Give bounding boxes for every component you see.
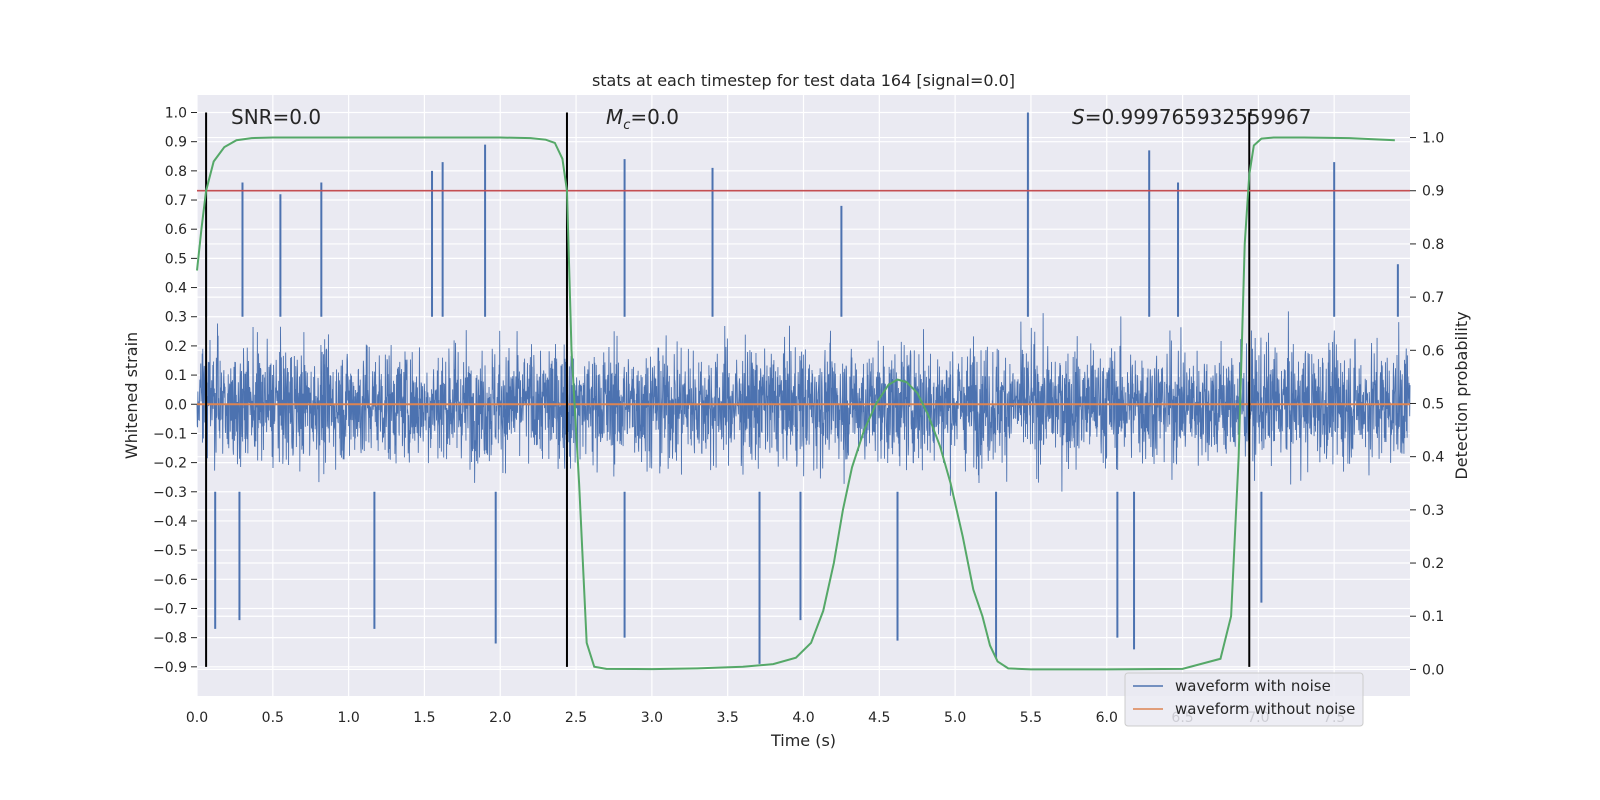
overlay-lines [196,112,1410,671]
x-tick-label: 3.5 [717,710,739,726]
detection-probability-line [196,136,1395,671]
y-axis-label-right: Detection probability [1452,311,1471,479]
legend-box [1124,672,1364,727]
noise-waveform-series [196,112,1411,664]
y-tick-label-left: −0.9 [153,660,187,676]
y-tick-label-left: −0.8 [153,631,187,647]
s-symbol: S [1072,105,1085,129]
s-value: =0.999765932559967 [1085,105,1312,129]
y-tick-label-left: 0.2 [165,339,187,355]
snr-annotation: SNR=0.0 [231,105,321,129]
y-tick-label-left: 0.3 [165,310,187,326]
chirp-mass-annotation: Mc=0.0 [606,105,679,133]
x-tick-label: 3.0 [641,710,663,726]
y-tick-label-right: 0.3 [1422,503,1444,519]
y-tick-label-right: 0.2 [1422,556,1444,572]
y-tick-label-left: −0.3 [153,485,187,501]
y-tick-label-right: 0.5 [1422,396,1444,412]
y-tick-label-left: 0.9 [165,135,187,151]
score-annotation: S=0.999765932559967 [1072,105,1311,129]
y-tick-label-left: −0.4 [153,514,187,530]
x-tick-label: 1.0 [337,710,359,726]
x-tick-label: 0.5 [262,710,284,726]
y-tick-label-left: 0.4 [165,281,187,297]
chart-title: stats at each timestep for test data 164… [592,71,1015,90]
y-tick-label-left: 0.8 [165,164,187,180]
y-tick-label-left: 0.0 [165,397,187,413]
y-tick-label-right: 0.7 [1422,290,1444,306]
y-tick-label-right: 0.9 [1422,184,1444,200]
y-tick-label-left: 0.5 [165,251,187,267]
y-tick-label-left: −0.7 [153,601,187,617]
y-tick-label-right: 0.6 [1422,343,1444,359]
y-axis-label-left: Whitened strain [122,332,141,459]
x-tick-label: 6.0 [1096,710,1118,726]
x-tick-label: 1.5 [413,710,435,726]
y-tick-label-right: 1.0 [1422,131,1444,147]
x-tick-label: 5.0 [944,710,966,726]
x-axis-label: Time (s) [770,731,836,750]
x-tick-label: 0.0 [186,710,208,726]
y-tick-label-right: 0.1 [1422,609,1444,625]
y-tick-label-left: −0.5 [153,543,187,559]
x-tick-label: 2.0 [489,710,511,726]
y-tick-label-right: 0.0 [1422,662,1444,678]
y-tick-label-left: 0.7 [165,193,187,209]
y-tick-label-left: 1.0 [165,106,187,122]
y-tick-label-left: −0.6 [153,572,187,588]
x-tick-label: 4.5 [868,710,890,726]
y-tick-label-right: 0.8 [1422,237,1444,253]
mc-subscript: c [623,118,630,133]
axes: 0.00.51.01.52.02.53.03.54.04.55.05.56.06… [153,106,1444,726]
y-tick-label-left: 0.6 [165,222,187,238]
noise-waveform-line [196,311,1411,496]
legend: waveform with noise waveform without noi… [1124,672,1364,727]
x-tick-label: 5.5 [1020,710,1042,726]
x-tick-label: 2.5 [565,710,587,726]
x-tick-label: 4.0 [792,710,814,726]
mc-value: =0.0 [630,105,679,129]
y-tick-label-right: 0.4 [1422,450,1444,466]
mc-symbol: M [606,105,623,129]
legend-label-no-noise: waveform without noise [1175,700,1355,718]
legend-label-noise: waveform with noise [1175,677,1331,695]
y-tick-label-left: 0.1 [165,368,187,384]
y-tick-label-left: −0.1 [153,426,187,442]
y-tick-label-left: −0.2 [153,456,187,472]
